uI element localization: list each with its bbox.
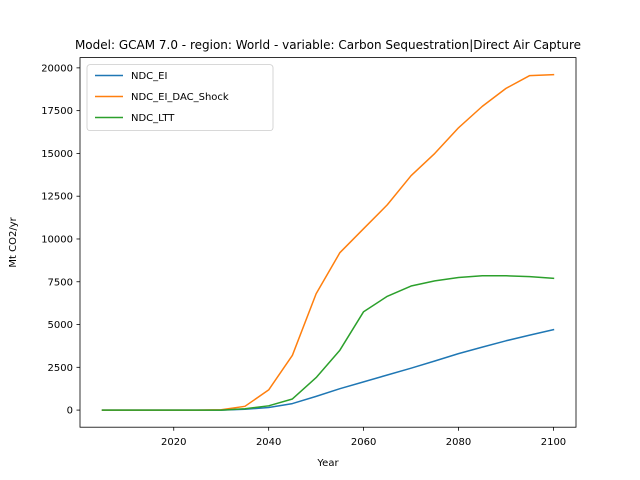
y-axis-label: Mt CO2/yr [8, 216, 19, 267]
y-axis-ticks: 0 2500 5000 7500 10000 12500 15000 17500 20000 [41, 63, 80, 417]
chart-title: Model: GCAM 7.0 - region: World - variab… [75, 38, 581, 52]
x-tick-label: 2040 [256, 437, 281, 448]
y-tick-label: 17500 [41, 106, 73, 117]
y-tick-label: 12500 [41, 192, 73, 203]
plot-frame [79, 57, 577, 428]
legend: NDC_EI NDC_EI_DAC_Shock NDC_LTT [86, 64, 274, 131]
y-tick-label: 10000 [41, 234, 73, 245]
series-line-ndc-ltt [101, 275, 555, 411]
y-tick-label: 5000 [48, 320, 73, 331]
x-tick-label: 2060 [351, 437, 376, 448]
series-layer [101, 73, 555, 411]
y-tick-label: 0 [67, 406, 73, 417]
legend-label: NDC_EI [131, 71, 167, 82]
y-tick-label: 20000 [41, 63, 73, 74]
x-tick-label: 2020 [161, 437, 186, 448]
legend-items: NDC_EI NDC_EI_DAC_Shock NDC_LTT [95, 71, 229, 124]
x-axis-label: Year [316, 458, 339, 469]
x-tick-label: 2080 [446, 437, 471, 448]
y-tick-label: 7500 [48, 277, 73, 288]
legend-label: NDC_EI_DAC_Shock [131, 92, 229, 103]
legend-label: NDC_LTT [131, 113, 175, 124]
y-tick-label: 2500 [48, 363, 73, 374]
y-tick-label: 15000 [41, 149, 73, 160]
x-tick-label: 2100 [541, 437, 566, 448]
x-axis-ticks: 2020 2040 2060 2080 2100 [161, 427, 566, 448]
legend-box [86, 64, 274, 131]
